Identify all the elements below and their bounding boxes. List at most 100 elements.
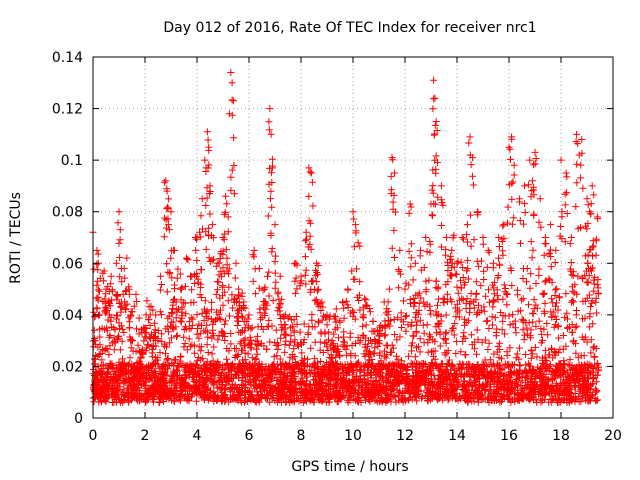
data-point [126, 333, 134, 341]
data-point [94, 286, 102, 294]
data-point [470, 236, 478, 244]
data-point [130, 302, 138, 310]
data-point [530, 161, 538, 169]
data-point [556, 345, 564, 353]
data-point [192, 385, 200, 393]
data-point [276, 394, 284, 402]
data-point [393, 375, 401, 383]
data-point [354, 293, 361, 301]
data-point [174, 265, 182, 273]
data-point [437, 243, 445, 251]
data-point [223, 345, 231, 352]
data-point [355, 389, 363, 397]
data-point [545, 351, 553, 359]
data-point [219, 247, 227, 255]
data-point [528, 187, 536, 195]
data-point [96, 394, 104, 402]
data-point [350, 215, 358, 223]
data-point [389, 156, 397, 164]
data-point [527, 379, 535, 387]
data-point [422, 366, 430, 374]
data-point [412, 329, 420, 337]
data-point [98, 386, 106, 394]
data-point [582, 377, 590, 385]
data-point [258, 367, 266, 375]
data-point [268, 322, 276, 330]
data-point [176, 397, 184, 405]
data-point [136, 375, 144, 383]
data-point [403, 366, 411, 373]
data-point [435, 371, 443, 379]
data-point [96, 333, 104, 341]
data-point [221, 320, 229, 328]
data-point [295, 386, 303, 394]
data-point [460, 281, 468, 289]
data-point [254, 323, 262, 331]
data-point [177, 352, 185, 360]
data-point [255, 362, 263, 370]
data-point [547, 375, 555, 383]
data-point [509, 178, 517, 186]
data-point [394, 355, 402, 363]
data-point [449, 392, 457, 399]
data-point [196, 291, 204, 299]
data-point [322, 392, 330, 400]
data-point [489, 298, 497, 306]
data-point [137, 354, 145, 362]
data-point [270, 385, 278, 393]
data-point [579, 184, 587, 192]
data-point [356, 278, 364, 286]
data-point [259, 325, 267, 333]
data-point [94, 277, 102, 285]
data-point [327, 351, 335, 359]
data-point [561, 361, 568, 369]
data-point [143, 391, 151, 398]
data-point [444, 396, 452, 404]
data-point [239, 313, 247, 321]
data-point [485, 286, 492, 294]
data-point [381, 331, 389, 339]
data-point [376, 326, 383, 334]
data-point [382, 354, 390, 362]
data-point [520, 336, 528, 344]
data-point [384, 320, 392, 328]
data-point [445, 360, 452, 368]
data-point [291, 339, 298, 347]
data-point [350, 243, 358, 251]
data-point [395, 284, 403, 292]
data-point [344, 378, 352, 386]
data-point [233, 294, 241, 302]
data-point [197, 347, 205, 355]
data-point [573, 179, 581, 187]
data-point [260, 342, 268, 350]
data-point [563, 210, 571, 217]
data-point [123, 386, 131, 394]
data-point [589, 380, 597, 388]
data-point [553, 386, 561, 394]
data-point [186, 342, 194, 350]
data-point [561, 201, 569, 209]
data-point [475, 364, 482, 372]
data-point [211, 361, 219, 368]
data-point [500, 221, 508, 229]
data-point [366, 349, 374, 357]
data-point [146, 376, 154, 384]
data-point [181, 299, 189, 307]
data-point [267, 376, 275, 384]
data-point [532, 301, 540, 309]
data-point [432, 118, 440, 125]
data-point [203, 194, 211, 202]
data-point [314, 317, 322, 325]
data-point [194, 354, 202, 361]
data-point [292, 389, 300, 397]
data-point [527, 238, 535, 246]
data-point [262, 372, 270, 380]
data-point [352, 362, 360, 369]
data-point [464, 238, 471, 246]
data-point [117, 308, 125, 316]
data-point [273, 360, 281, 368]
data-point [401, 285, 409, 293]
data-point [426, 240, 434, 248]
data-point [134, 397, 142, 405]
data-point [136, 357, 144, 365]
